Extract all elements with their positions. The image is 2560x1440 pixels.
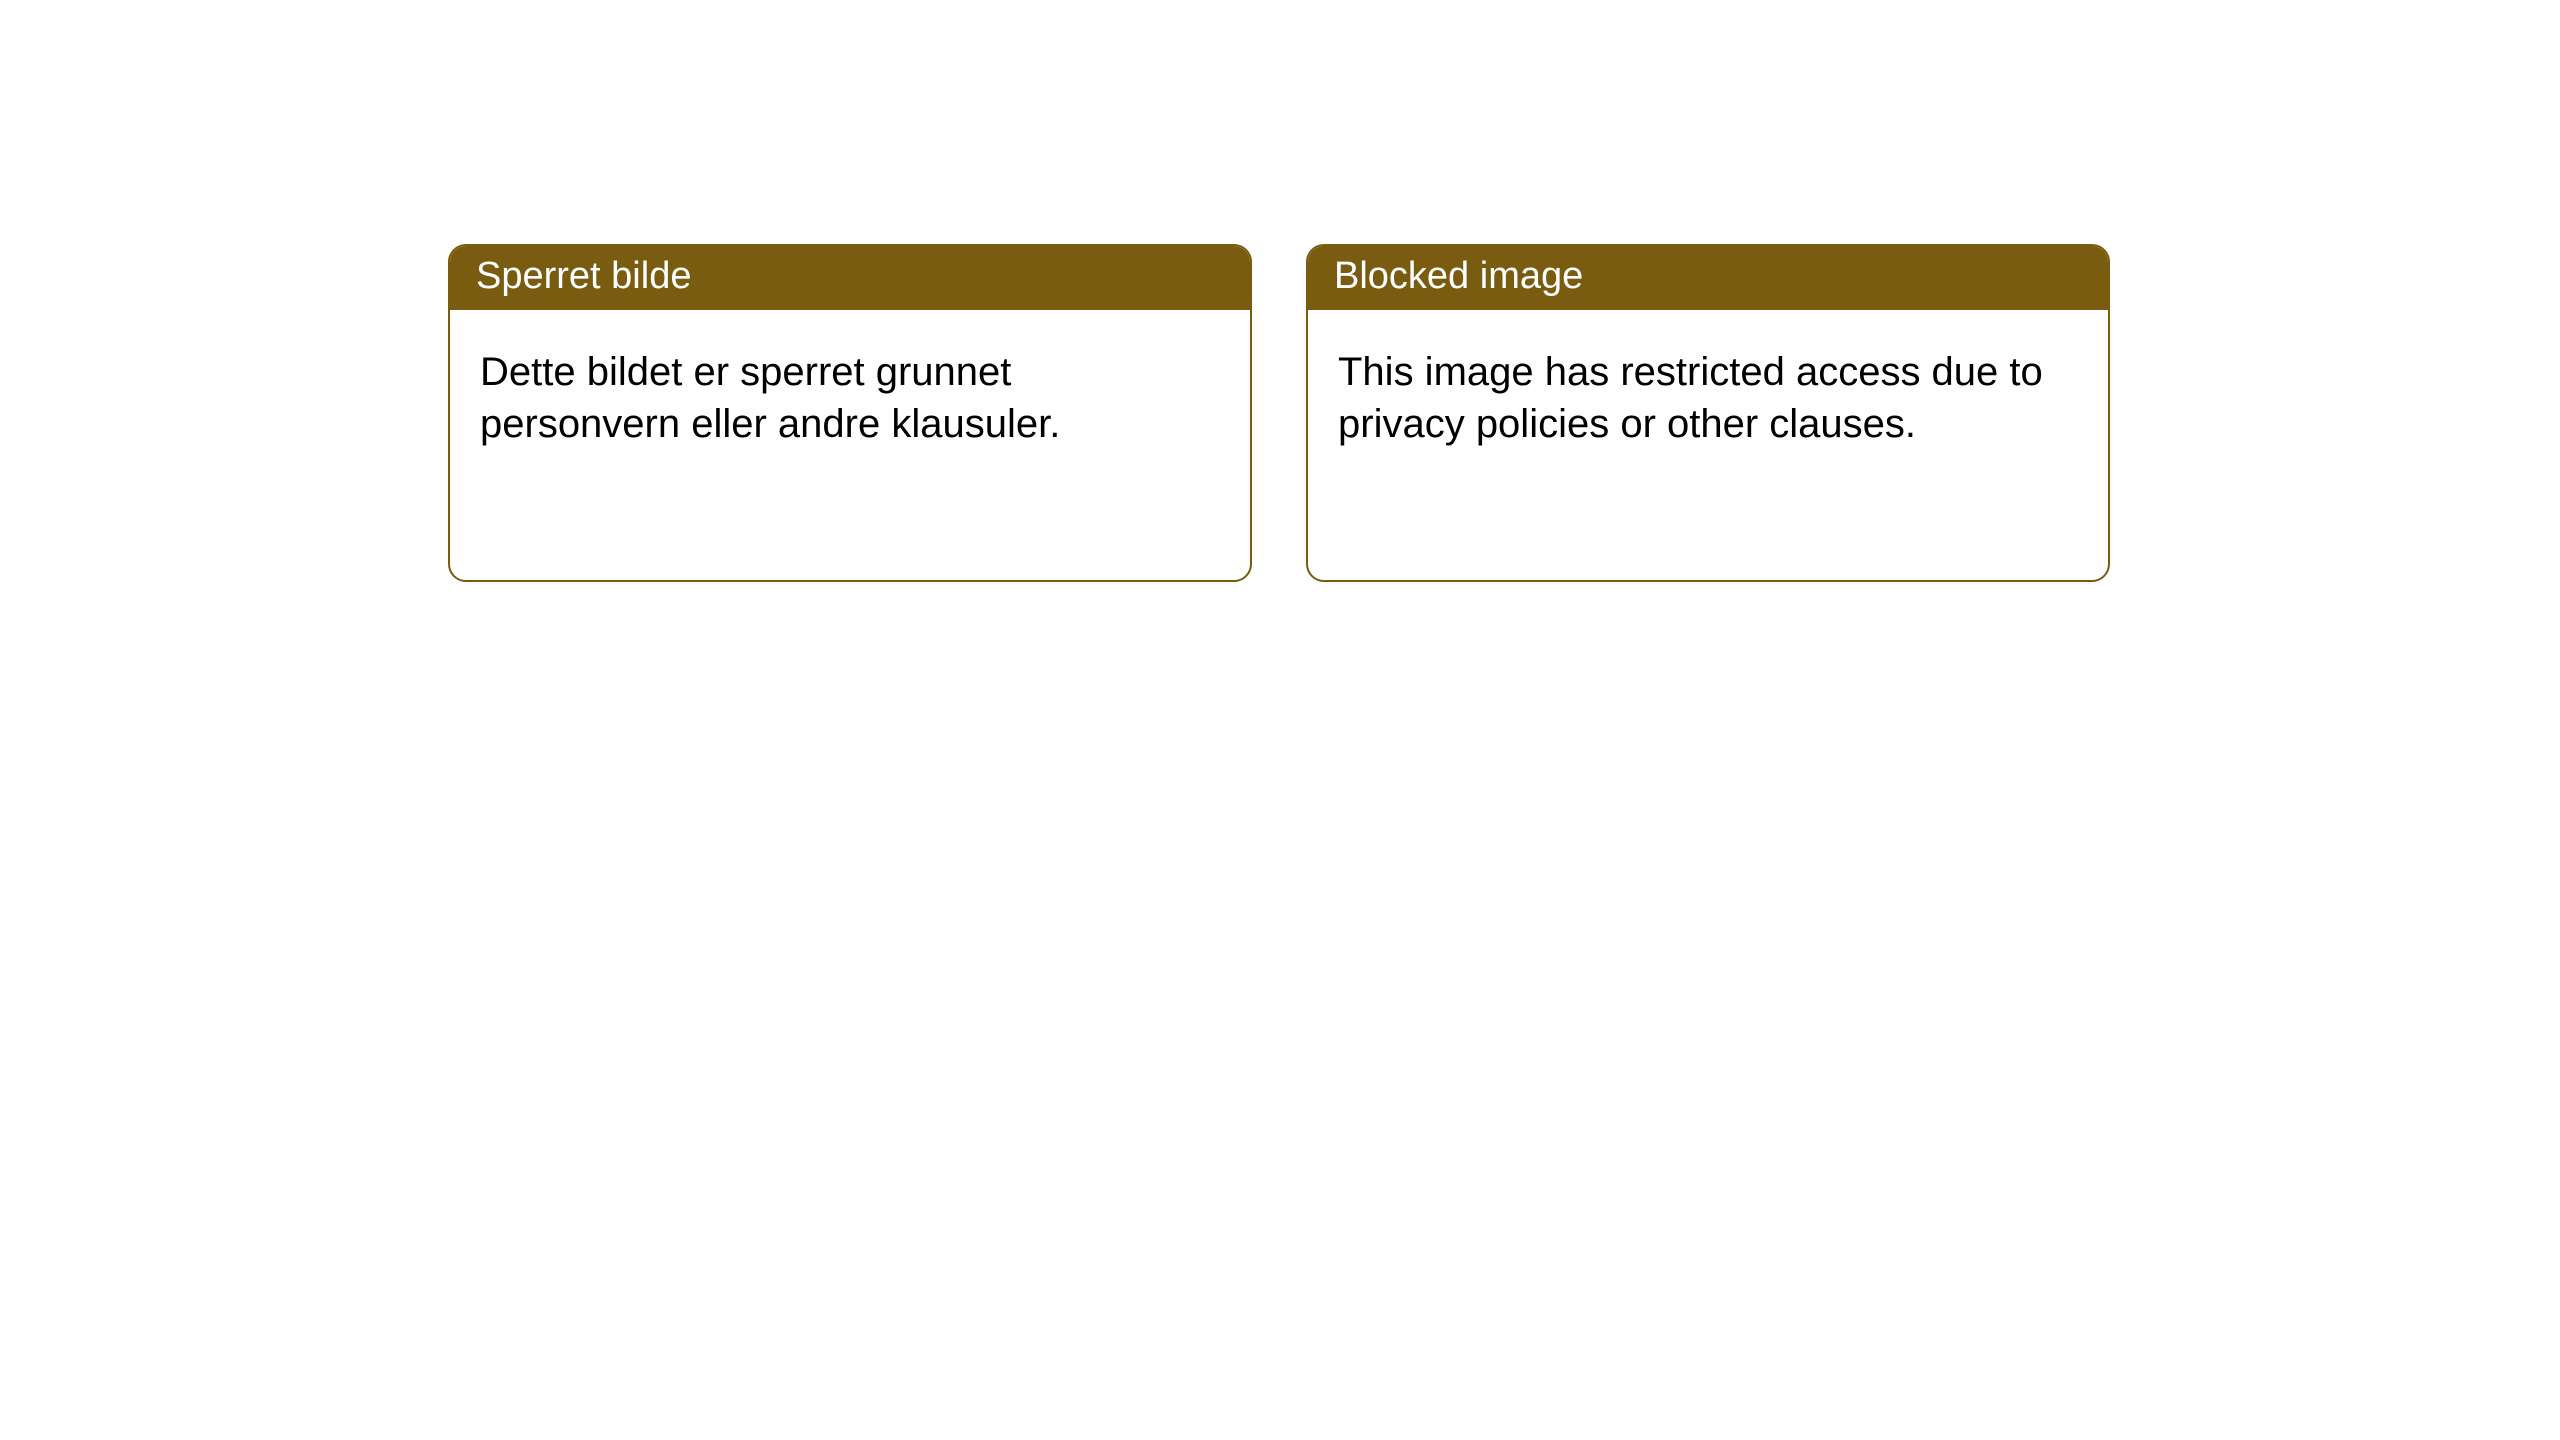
card-message: This image has restricted access due to … — [1338, 346, 2078, 450]
card-body: Dette bildet er sperret grunnet personve… — [450, 310, 1250, 580]
card-header: Blocked image — [1308, 246, 2108, 310]
notice-container: Sperret bilde Dette bildet er sperret gr… — [448, 244, 2110, 582]
notice-card-norwegian: Sperret bilde Dette bildet er sperret gr… — [448, 244, 1252, 582]
card-header: Sperret bilde — [450, 246, 1250, 310]
card-message: Dette bildet er sperret grunnet personve… — [480, 346, 1220, 450]
notice-card-english: Blocked image This image has restricted … — [1306, 244, 2110, 582]
card-body: This image has restricted access due to … — [1308, 310, 2108, 580]
